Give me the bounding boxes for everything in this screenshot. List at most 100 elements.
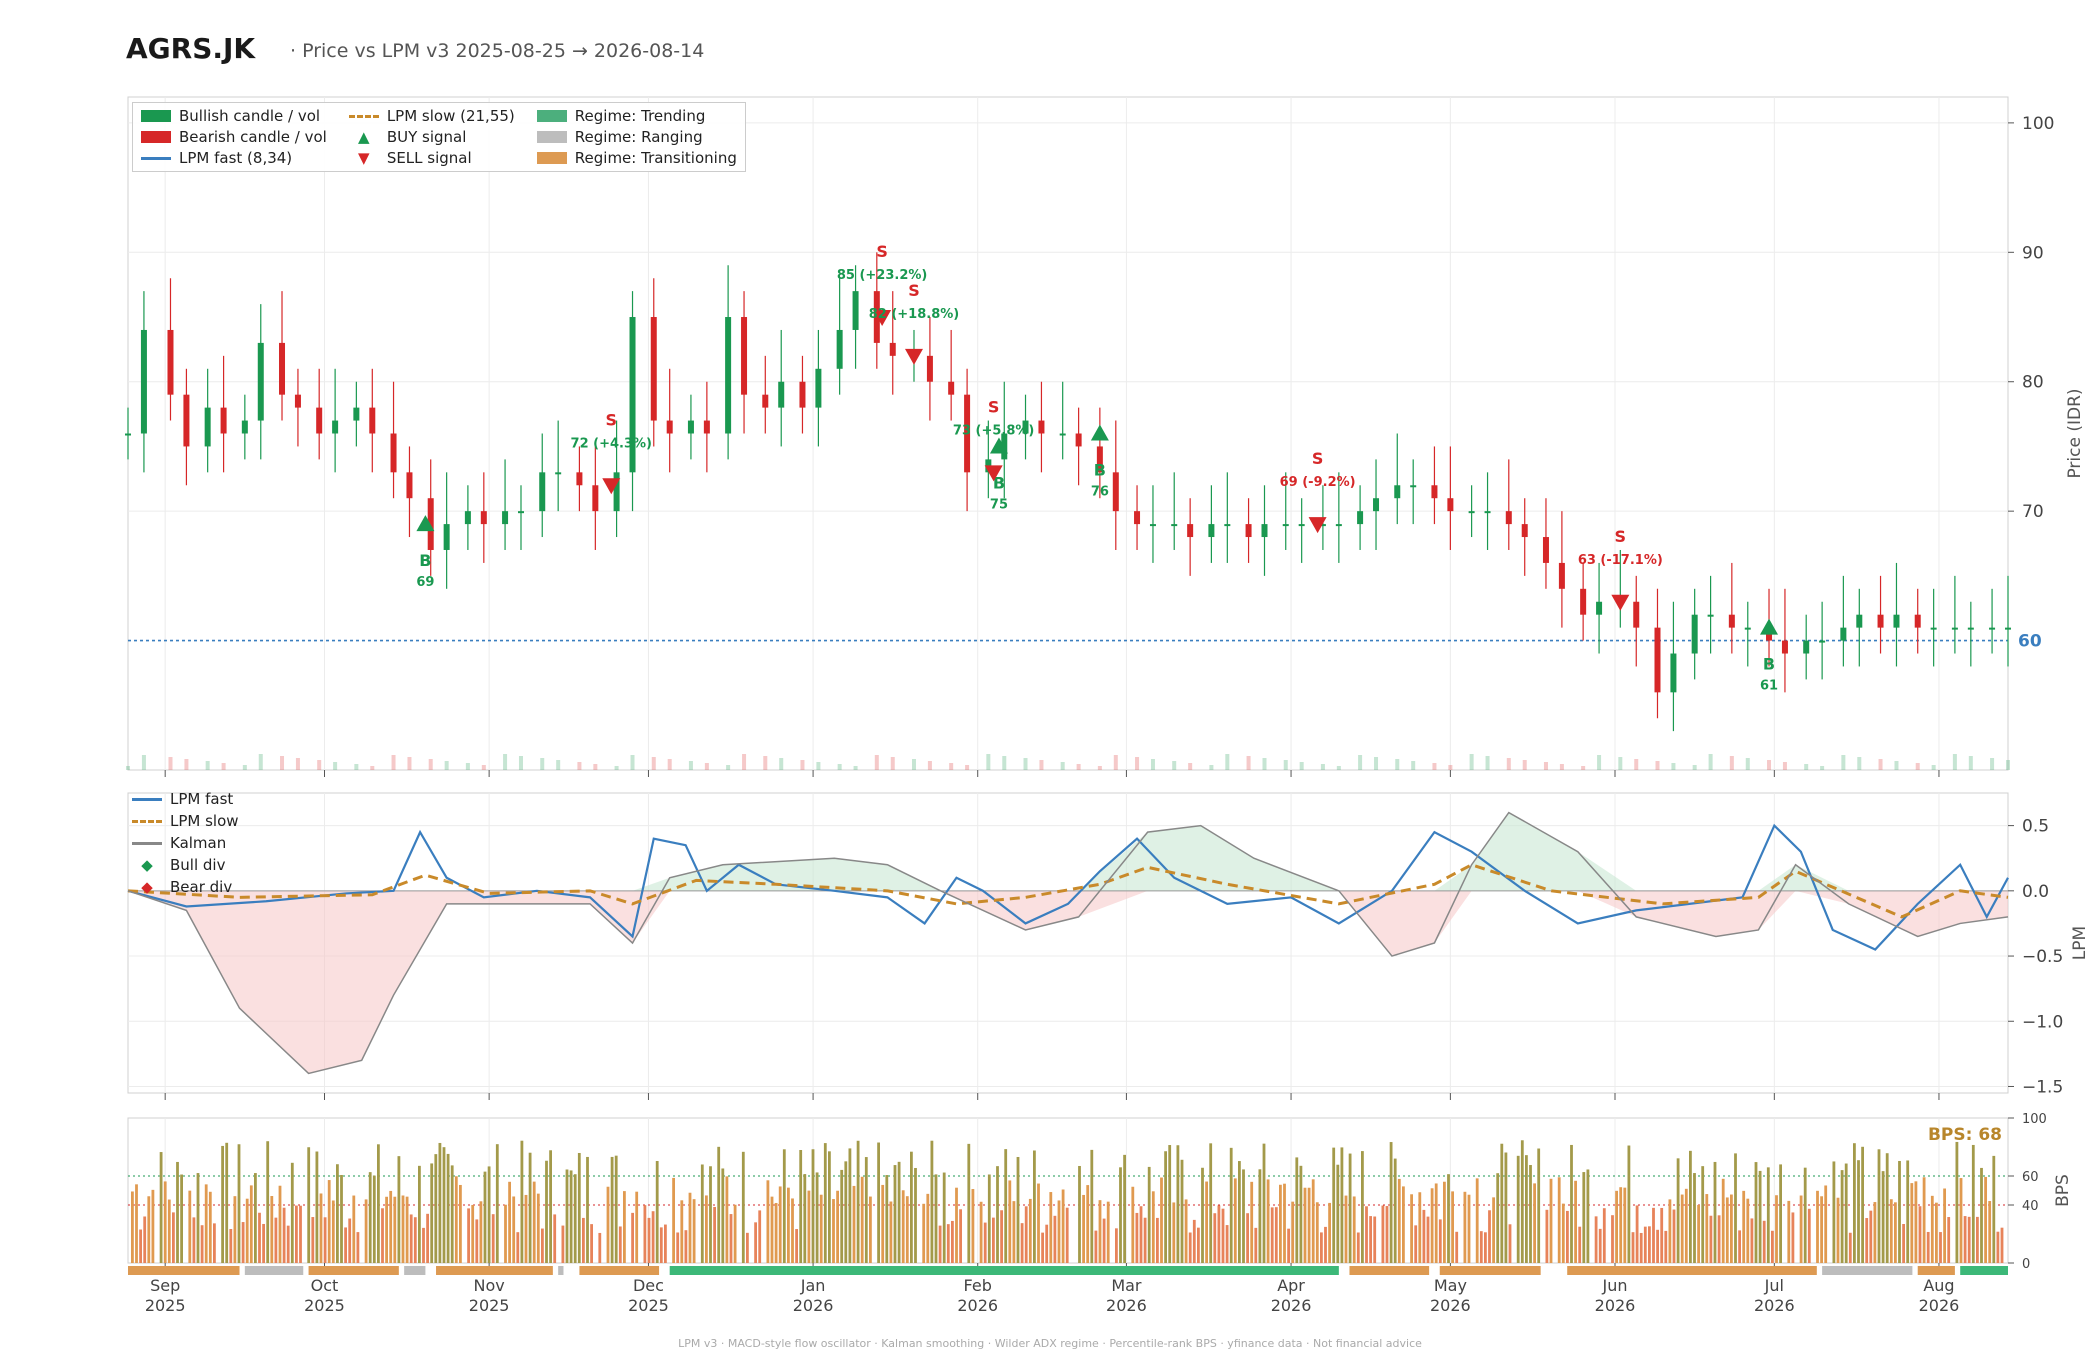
buy-signal-value: 61 — [1760, 679, 1778, 694]
x-tick-year: 2025 — [469, 1296, 510, 1315]
candle-body — [873, 291, 880, 343]
candle-body — [778, 381, 785, 408]
candle-body — [1654, 627, 1661, 693]
bps-bar — [1627, 1145, 1631, 1263]
volume-bar — [1782, 762, 1787, 770]
bps-bar — [1197, 1227, 1200, 1263]
bps-bar — [1385, 1206, 1389, 1263]
lpm-legend-swatch — [132, 819, 162, 823]
x-tick-month: Jun — [1602, 1276, 1628, 1295]
candle-body — [1149, 524, 1156, 527]
bps-bar — [1225, 1225, 1229, 1263]
candle-body — [1840, 627, 1847, 641]
bps-bar — [1410, 1194, 1413, 1263]
bps-bar — [992, 1217, 995, 1263]
bps-bar — [770, 1196, 774, 1263]
bps-bar — [1492, 1197, 1495, 1263]
x-tick-year: 2026 — [1106, 1296, 1147, 1315]
candle-body — [725, 317, 732, 434]
candle-body — [1803, 640, 1810, 654]
bps-bar — [208, 1191, 212, 1263]
candle-body — [1059, 433, 1066, 436]
buy-signal-marker — [416, 515, 435, 532]
bps-bar — [204, 1184, 208, 1263]
volume-bar — [1039, 760, 1044, 770]
bps-bar — [553, 1214, 557, 1263]
price-legend-label: Regime: Transitioning — [574, 149, 737, 167]
bps-bar — [1615, 1190, 1618, 1263]
volume-bar — [630, 755, 635, 770]
bps-bar — [565, 1169, 569, 1263]
candle-body — [666, 420, 673, 434]
volume-bar — [1002, 756, 1007, 770]
bps-bar — [1037, 1183, 1040, 1263]
candle-body — [279, 342, 286, 395]
bps-bar — [1779, 1164, 1782, 1263]
bps-bar — [1332, 1147, 1336, 1263]
bps-bar — [340, 1174, 343, 1263]
candle-body — [1357, 511, 1364, 525]
bps-bar — [1853, 1143, 1856, 1263]
bps-bar — [278, 1185, 282, 1263]
bps-bar — [631, 1212, 634, 1263]
bps-bar — [590, 1224, 593, 1263]
candle-body — [204, 407, 211, 447]
candle-body — [427, 498, 434, 550]
bps-bar — [869, 1196, 872, 1263]
bps-bar — [352, 1195, 356, 1263]
bps-bar — [926, 1193, 930, 1263]
buy-signal-value: 75 — [990, 497, 1008, 512]
bps-bar — [996, 1166, 999, 1263]
bps-bar — [901, 1190, 905, 1263]
bps-bar — [549, 1150, 552, 1263]
bps-bar — [1336, 1164, 1340, 1263]
bps-bar — [832, 1199, 835, 1263]
bps-bar — [778, 1186, 782, 1263]
bps-bar — [1746, 1198, 1750, 1263]
candle-body — [1022, 420, 1029, 434]
bps-bar — [1869, 1210, 1873, 1263]
bps-bar — [741, 1151, 745, 1263]
price-legend-entry: ▼ SELL signal — [349, 149, 515, 167]
bps-bar — [1082, 1194, 1085, 1263]
bps-bar — [1106, 1201, 1110, 1263]
bps-bar — [1775, 1195, 1778, 1263]
x-tick-year: 2025 — [628, 1296, 669, 1315]
candle-body — [964, 394, 971, 473]
bps-bar — [1418, 1192, 1422, 1263]
lpm-legend-swatch: ◆ — [141, 878, 153, 896]
bps-bar — [1910, 1183, 1914, 1263]
sell-signal-letter: S — [988, 397, 1000, 416]
bps-bar — [877, 1142, 880, 1263]
bps-bar — [348, 1218, 352, 1263]
volume-bar — [1857, 757, 1862, 770]
bps-bar — [692, 1199, 696, 1263]
volume-bar — [280, 756, 285, 770]
regime-band-transitioning — [1567, 1266, 1817, 1275]
bps-bar — [426, 1213, 429, 1263]
bps-bar — [938, 1225, 942, 1263]
bps-bar — [295, 1205, 298, 1263]
sell-signal-letter: S — [876, 242, 888, 261]
bps-bar — [1894, 1202, 1897, 1263]
bps-bar — [1996, 1231, 2000, 1263]
bps-bar — [221, 1145, 224, 1263]
bps-bar — [955, 1187, 958, 1263]
price-legend-label: BUY signal — [386, 128, 467, 146]
bps-bar — [323, 1217, 327, 1263]
volume-bar — [333, 762, 338, 770]
bps-bar — [1061, 1189, 1065, 1263]
bps-bar — [1024, 1206, 1028, 1263]
bps-bar — [889, 1201, 893, 1263]
sell-signal-marker — [904, 348, 923, 365]
bps-bar — [1049, 1192, 1053, 1263]
price-legend-swatch — [536, 110, 567, 122]
bps-bar — [1844, 1163, 1848, 1263]
bps-bar — [172, 1212, 175, 1263]
bps-bar — [413, 1217, 417, 1263]
bps-bar — [331, 1200, 335, 1263]
bps-bar — [290, 1162, 294, 1263]
volume-bar — [1320, 764, 1325, 770]
price-ytick-label: 100 — [2022, 114, 2054, 134]
bps-bar — [1287, 1228, 1290, 1263]
